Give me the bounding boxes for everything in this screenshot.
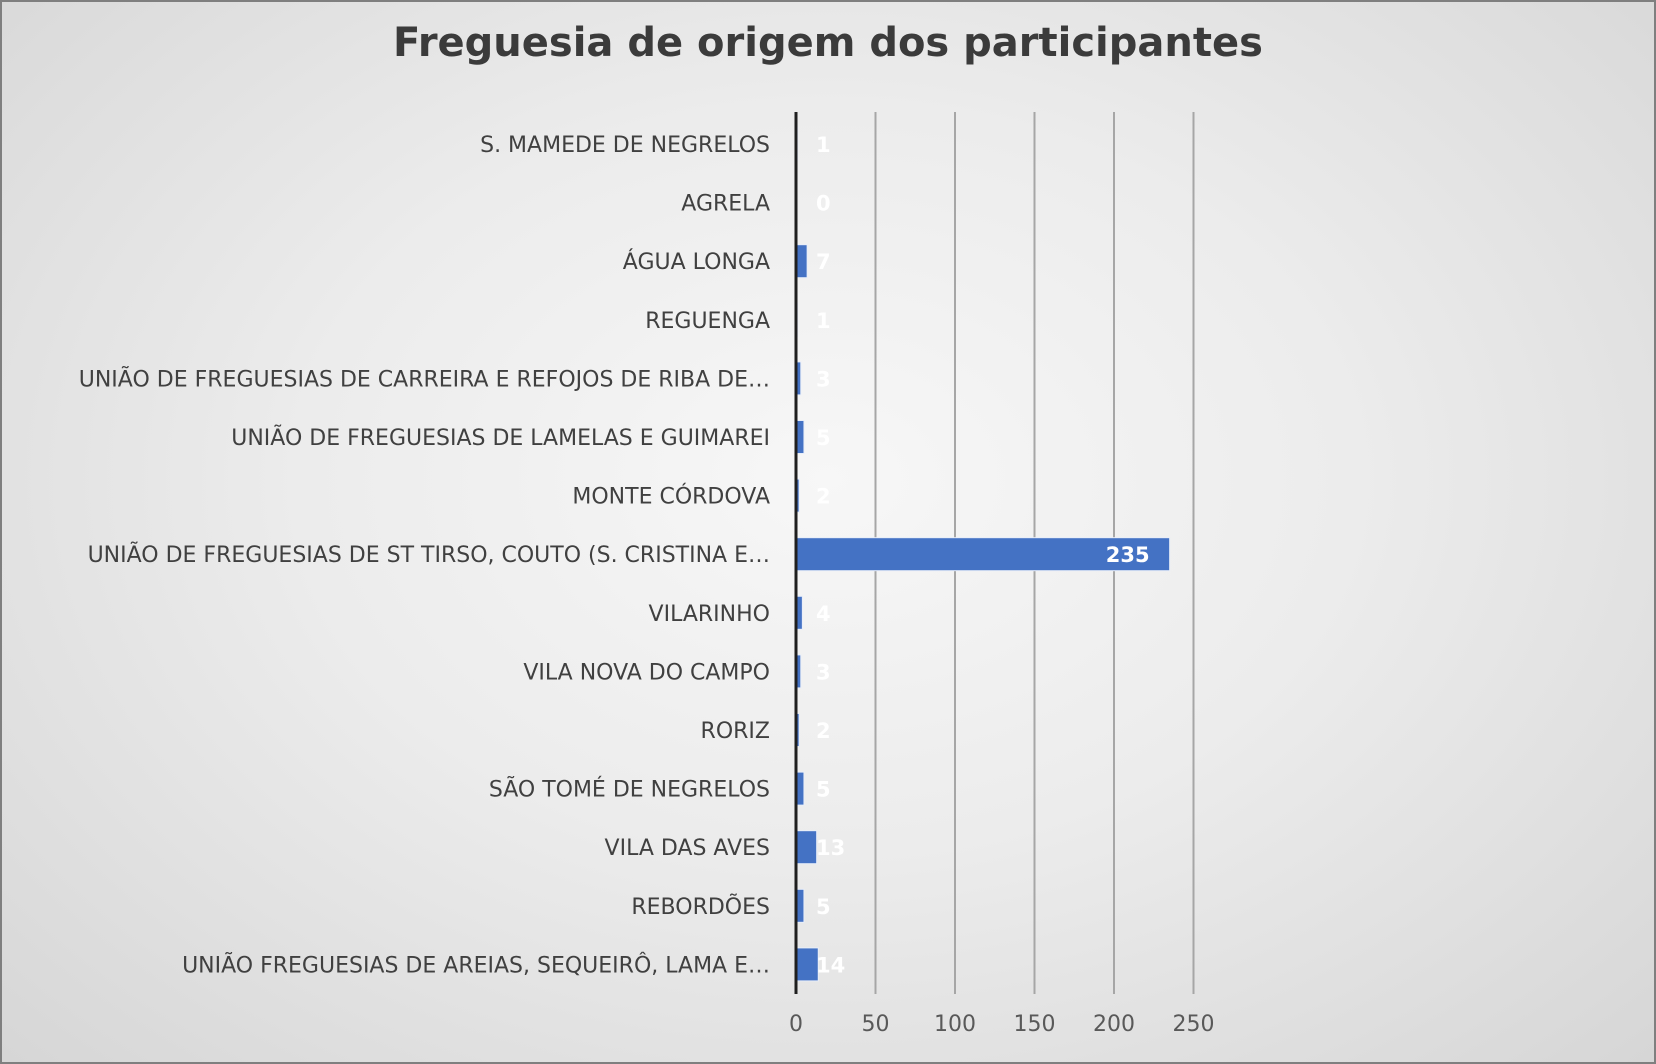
bar: [795, 244, 808, 279]
data-label: 14: [816, 953, 845, 977]
data-label: 2: [816, 485, 831, 509]
category-label: UNIÃO FREGUESIAS DE AREIAS, SEQUEIRÔ, LA…: [182, 951, 770, 978]
data-label: 7: [816, 250, 831, 274]
category-label: AGRELA: [681, 192, 770, 217]
category-label: UNIÃO DE FREGUESIAS DE CARREIRA E REFOJO…: [79, 365, 770, 392]
data-label: 5: [816, 895, 831, 919]
category-label: S. MAMEDE DE NEGRELOS: [480, 133, 770, 158]
x-tick-label: 250: [1173, 1012, 1215, 1037]
data-label: 0: [816, 192, 831, 216]
chart-title: Freguesia de origem dos participantes: [393, 20, 1263, 66]
category-label: REBORDÕES: [631, 893, 770, 920]
data-label: 1: [816, 309, 831, 333]
category-label: UNIÃO DE FREGUESIAS DE ST TIRSO, COUTO (…: [88, 541, 770, 568]
category-label: REGUENGA: [645, 309, 770, 334]
x-tick-label: 0: [789, 1012, 803, 1037]
category-label: UNIÃO DE FREGUESIAS DE LAMELAS E GUIMARE…: [231, 424, 770, 451]
category-label: VILA DAS AVES: [605, 836, 770, 861]
data-label: 5: [816, 426, 831, 450]
data-label: 13: [816, 836, 845, 860]
x-tick-label: 200: [1093, 1012, 1135, 1037]
x-tick-label: 100: [934, 1012, 976, 1037]
category-label: ÁGUA LONGA: [623, 249, 770, 275]
bar: [795, 947, 819, 982]
category-label: SÃO TOMÉ DE NEGRELOS: [489, 776, 770, 803]
data-label: 235: [1106, 543, 1150, 567]
data-label: 3: [816, 660, 831, 684]
category-label: VILARINHO: [649, 602, 770, 627]
category-label: RORIZ: [701, 719, 770, 744]
category-label: VILA NOVA DO CAMPO: [523, 660, 770, 685]
x-tick-label: 50: [862, 1012, 890, 1037]
data-label: 1: [816, 133, 831, 157]
x-tick-label: 150: [1014, 1012, 1056, 1037]
data-label: 4: [816, 602, 831, 626]
data-label: 2: [816, 719, 831, 743]
data-label: 5: [816, 778, 831, 802]
bar: [795, 830, 818, 865]
category-label: MONTE CÓRDOVA: [572, 484, 770, 510]
data-label: 3: [816, 367, 831, 391]
bar: [795, 537, 1171, 572]
